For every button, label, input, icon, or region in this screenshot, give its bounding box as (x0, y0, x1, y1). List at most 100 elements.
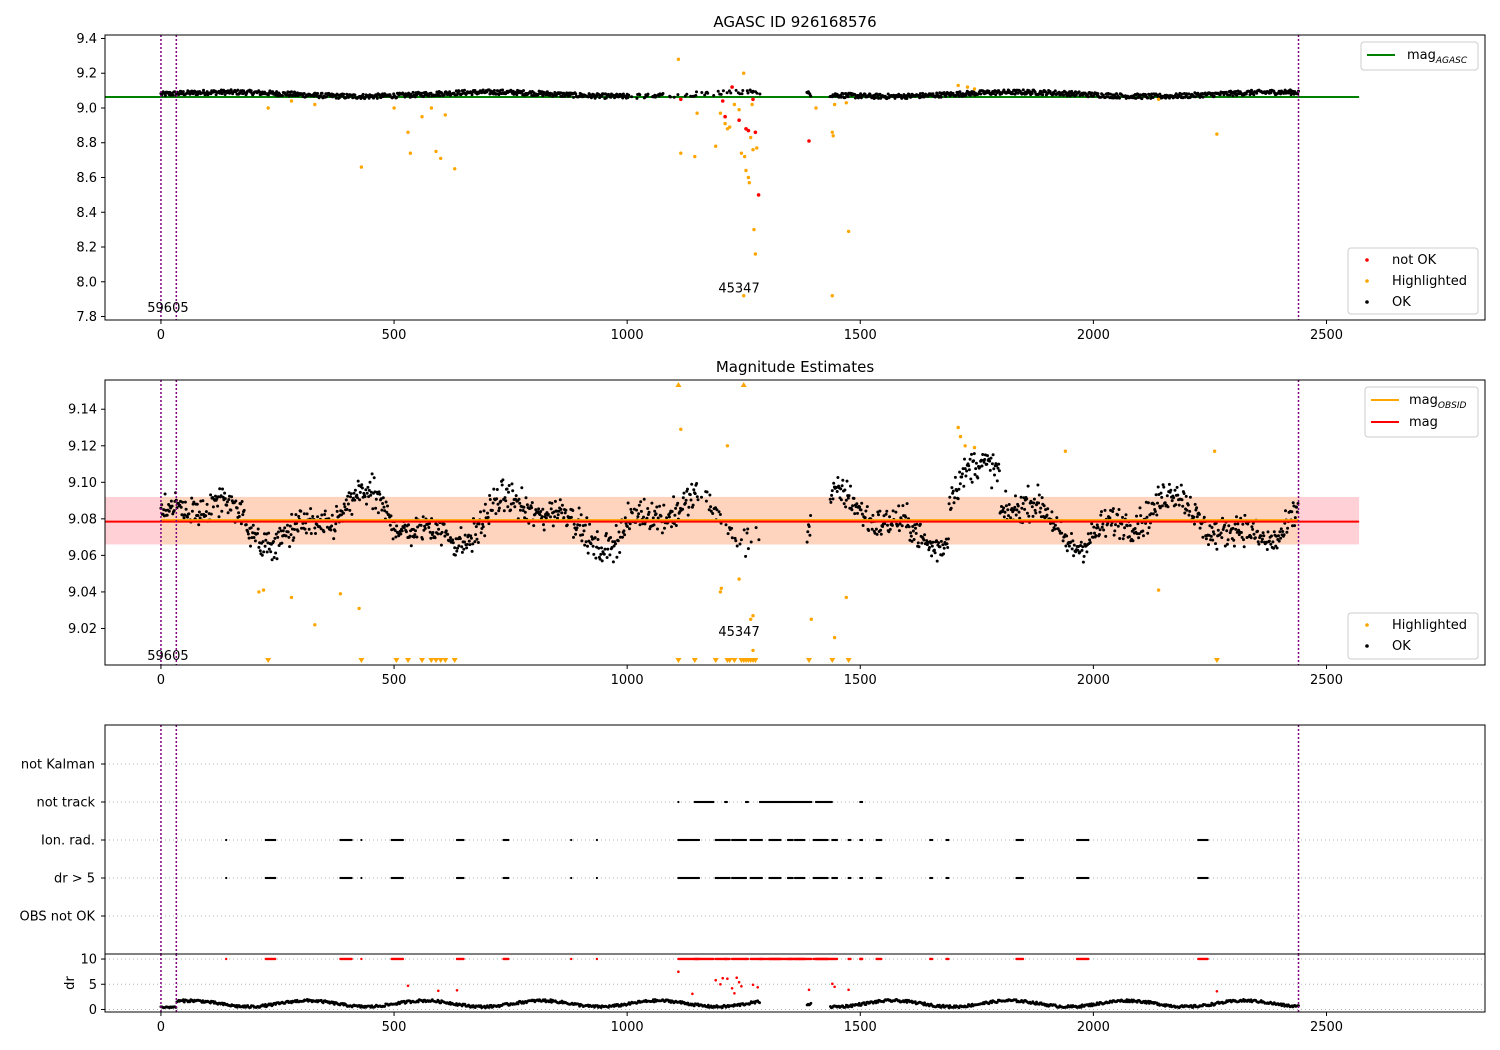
ok-point (1291, 501, 1295, 505)
dr-point (966, 1005, 969, 1009)
ok-point (656, 527, 659, 531)
ok-point (1233, 522, 1237, 526)
ok-point (1120, 522, 1124, 526)
ok-point (626, 501, 630, 505)
ok-point (883, 522, 887, 526)
ok-point (267, 531, 271, 535)
ion-rad-flag-point (1021, 838, 1025, 842)
ok-point (1260, 540, 1264, 544)
ok-point (389, 514, 393, 518)
ok-point (1250, 88, 1253, 92)
ok-point (465, 546, 469, 550)
ok-point (1165, 494, 1169, 498)
ok-point (483, 502, 487, 506)
ok-point (229, 508, 233, 512)
ok-point (1223, 523, 1227, 527)
ok-point (167, 509, 171, 513)
ok-point (451, 541, 455, 545)
ok-point (572, 95, 575, 99)
ok-point (1139, 514, 1143, 518)
ok-point (170, 504, 174, 508)
ok-point (1142, 534, 1145, 538)
ok-point (1154, 493, 1158, 497)
ok-point (347, 95, 351, 99)
ok-point (746, 527, 750, 531)
ok-point (1102, 528, 1106, 532)
ok-point (244, 523, 248, 527)
ok-point (297, 515, 301, 518)
ok-point (687, 505, 691, 509)
ok-point (1113, 529, 1117, 533)
ok-point (560, 511, 564, 515)
ok-point (358, 498, 362, 502)
ok-point (295, 521, 299, 525)
ion-rad-flag-point (274, 838, 277, 842)
ok-point (1215, 547, 1219, 551)
dr-flag-point (826, 876, 829, 880)
ok-point (1293, 524, 1297, 528)
ok-point (353, 488, 357, 492)
ok-point (479, 531, 483, 535)
ok-point (237, 515, 241, 518)
ok-point (599, 552, 603, 556)
dr-flag-point (931, 876, 934, 880)
ok-point (537, 507, 541, 511)
ok-point (1064, 544, 1068, 548)
ok-point (521, 509, 525, 512)
ok-point (532, 524, 536, 528)
highlighted-point (751, 148, 755, 152)
ok-point (990, 462, 994, 466)
ok-point (1236, 522, 1240, 526)
ok-point (1096, 526, 1100, 529)
ok-point (560, 95, 564, 98)
y-tick-label: 8.8 (76, 136, 97, 151)
ok-point (356, 479, 360, 483)
out-of-range-down-marker (451, 658, 458, 663)
ok-point (365, 491, 369, 495)
dr-point (941, 1003, 945, 1007)
ok-point (1118, 537, 1122, 540)
highlighted-point (750, 102, 754, 107)
ok-point (384, 500, 388, 504)
out-of-range-down-marker (805, 658, 812, 663)
ok-point (386, 504, 389, 508)
ok-point (951, 489, 955, 493)
ok-point (1218, 93, 1222, 97)
highlighted-point (695, 111, 699, 115)
ok-point (628, 522, 632, 526)
ok-point (470, 549, 474, 553)
y-tick-label: 8.2 (76, 241, 97, 256)
ok-point (299, 509, 303, 513)
ok-point (638, 523, 642, 527)
ok-point (559, 507, 563, 511)
ok-point (830, 489, 834, 493)
ok-point (844, 505, 848, 509)
ok-point (1109, 523, 1113, 527)
ok-point (942, 91, 946, 95)
ok-point (343, 505, 347, 509)
ok-point (590, 535, 594, 539)
ok-point (898, 522, 902, 526)
ok-point (1027, 514, 1031, 518)
ok-point (1214, 542, 1217, 546)
highlighted-point (744, 168, 748, 173)
ok-point (724, 523, 728, 527)
ok-point (1034, 511, 1038, 515)
ok-point (993, 473, 996, 477)
ok-point (983, 458, 987, 461)
ok-point (739, 538, 743, 542)
ok-point (741, 89, 745, 92)
ok-point (672, 522, 676, 525)
ok-point (483, 534, 487, 538)
ion-rad-flag-point (728, 838, 731, 842)
ok-point (1266, 530, 1270, 534)
highlighted-point (266, 106, 270, 110)
highlighted-point (338, 592, 343, 596)
ok-point (614, 542, 617, 546)
ok-point (280, 541, 284, 545)
ok-point (553, 91, 557, 94)
ok-point (738, 92, 742, 96)
ok-point (288, 524, 292, 528)
ok-point (356, 496, 359, 500)
